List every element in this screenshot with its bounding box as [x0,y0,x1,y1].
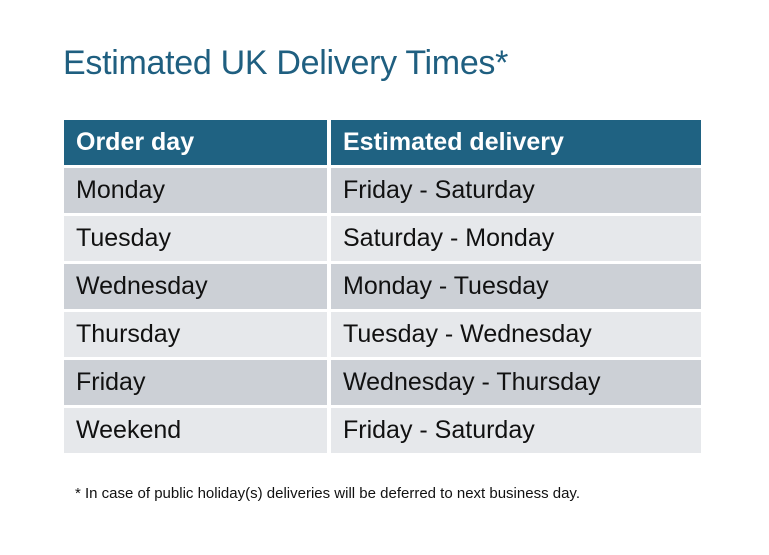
delivery-table: Order day Estimated delivery Monday Frid… [64,120,701,456]
page-title: Estimated UK Delivery Times* [63,44,509,82]
table-row: Thursday Tuesday - Wednesday [64,312,701,357]
order-day-cell: Tuesday [64,216,327,261]
delivery-cell: Monday - Tuesday [331,264,701,309]
delivery-cell: Tuesday - Wednesday [331,312,701,357]
order-day-cell: Weekend [64,408,327,453]
order-day-cell: Wednesday [64,264,327,309]
table-row: Tuesday Saturday - Monday [64,216,701,261]
table-row: Monday Friday - Saturday [64,168,701,213]
header-estimated-delivery: Estimated delivery [331,120,701,165]
order-day-cell: Friday [64,360,327,405]
order-day-cell: Thursday [64,312,327,357]
delivery-cell: Wednesday - Thursday [331,360,701,405]
table-row: Friday Wednesday - Thursday [64,360,701,405]
table-row: Wednesday Monday - Tuesday [64,264,701,309]
footnote: * In case of public holiday(s) deliverie… [75,485,580,502]
header-order-day: Order day [64,120,327,165]
table-header-row: Order day Estimated delivery [64,120,701,165]
delivery-cell: Saturday - Monday [331,216,701,261]
order-day-cell: Monday [64,168,327,213]
delivery-cell: Friday - Saturday [331,408,701,453]
table-row: Weekend Friday - Saturday [64,408,701,453]
delivery-cell: Friday - Saturday [331,168,701,213]
